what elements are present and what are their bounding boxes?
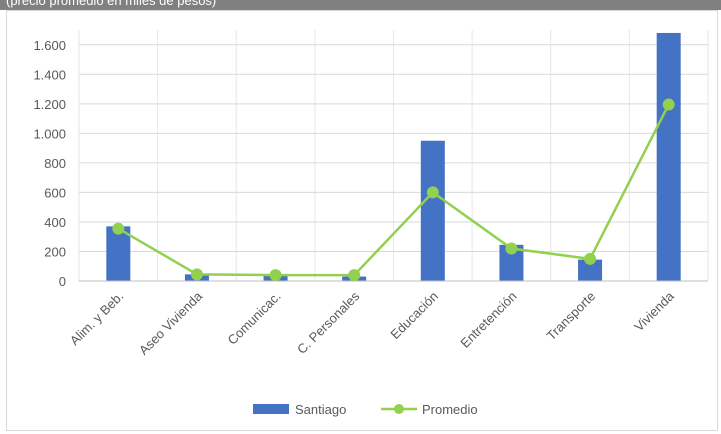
point-promedio — [190, 268, 203, 281]
point-promedio — [584, 252, 597, 265]
point-promedio — [348, 269, 361, 282]
point-promedio — [505, 242, 518, 255]
legend-label-promedio: Promedio — [422, 402, 478, 417]
legend-swatch-santiago — [253, 404, 289, 414]
top-banner: (precio promedio en miles de pesos) — [0, 0, 721, 10]
point-promedio — [112, 222, 125, 235]
x-category-label: Transporte — [543, 289, 598, 344]
legend-label-santiago: Santiago — [295, 402, 346, 417]
x-category-label: Vivienda — [631, 288, 677, 334]
x-category-label: Alim. y Beb. — [67, 289, 127, 349]
point-promedio — [662, 98, 675, 111]
y-tick-label: 400 — [44, 215, 66, 230]
bar-santiago — [420, 140, 445, 281]
point-promedio — [426, 186, 439, 199]
y-tick-label: 1.400 — [33, 67, 66, 82]
x-category-label: C. Personales — [294, 288, 363, 357]
y-tick-label: 1.200 — [33, 97, 66, 112]
y-tick-label: 1.600 — [33, 38, 66, 53]
y-tick-label: 1.000 — [33, 126, 66, 141]
x-category-label: Entretención — [457, 289, 519, 351]
x-category-label: Comunicac. — [225, 289, 284, 348]
y-tick-label: 800 — [44, 156, 66, 171]
point-promedio — [269, 269, 282, 282]
legend-marker-promedio — [394, 404, 404, 414]
line-promedio — [117, 103, 670, 277]
header-caption: (precio promedio en miles de pesos) — [6, 0, 217, 8]
bar-santiago — [106, 226, 131, 281]
x-category-label: Educación — [387, 289, 441, 343]
y-tick-label: 0 — [59, 274, 66, 289]
y-tick-label: 200 — [44, 244, 66, 259]
y-tick-label: 600 — [44, 185, 66, 200]
bar-santiago — [578, 259, 603, 281]
x-category-label: Aseo Vivienda — [136, 288, 206, 358]
bar-santiago — [656, 32, 681, 281]
plot-border — [6, 10, 718, 431]
